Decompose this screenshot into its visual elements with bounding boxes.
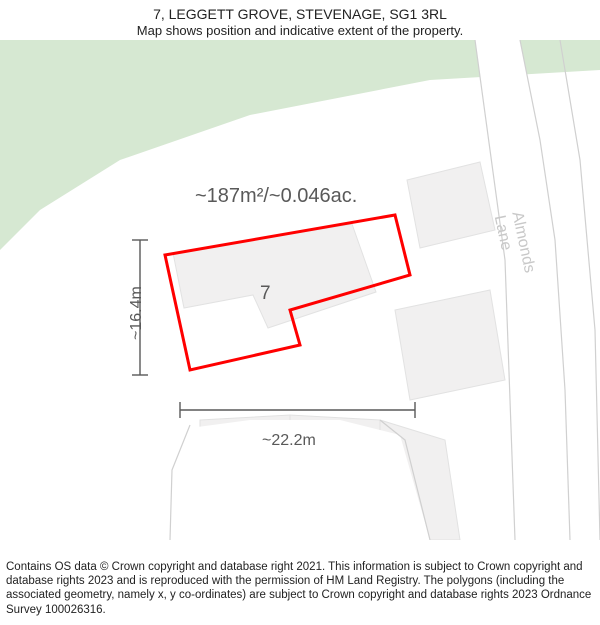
page: 7, LEGGETT GROVE, STEVENAGE, SG1 3RL Map… [0, 0, 600, 625]
plot-number: 7 [260, 283, 271, 305]
page-title: 7, LEGGETT GROVE, STEVENAGE, SG1 3RL [4, 6, 596, 22]
page-subtitle: Map shows position and indicative extent… [4, 23, 596, 38]
height-dimension-label: ~16.4m [128, 286, 146, 340]
area-label: ~187m²/~0.046ac. [195, 185, 357, 208]
copyright-footer: Contains OS data © Crown copyright and d… [0, 556, 600, 625]
map-svg [0, 40, 600, 540]
header: 7, LEGGETT GROVE, STEVENAGE, SG1 3RL Map… [0, 0, 600, 40]
map-area: ~187m²/~0.046ac. 7 ~22.2m ~16.4m Almonds… [0, 40, 600, 540]
width-dimension-label: ~22.2m [262, 432, 316, 450]
